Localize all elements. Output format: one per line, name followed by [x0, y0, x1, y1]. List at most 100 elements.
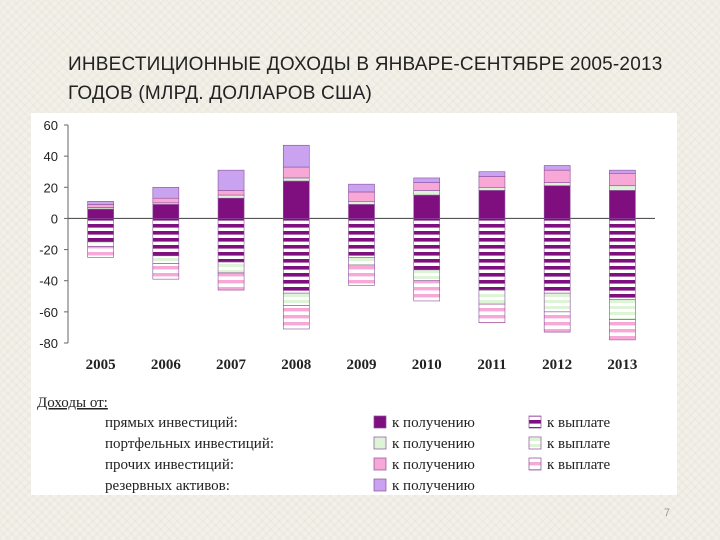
- bar-segment-direct_pay-2013: [609, 218, 636, 300]
- legend-recv-label: к получению: [392, 436, 475, 452]
- y-tick-label: 40: [44, 149, 58, 164]
- bar-segment-port_pay-2006: [152, 255, 180, 264]
- legend-pay-label: к выплате: [547, 415, 611, 431]
- bar-segment-reserve_recv-2013: [609, 169, 636, 174]
- bar-segment-direct_recv-2009: [348, 204, 375, 219]
- bar-segment-other_recv-2013: [609, 172, 636, 187]
- bar-segment-direct_recv-2011: [478, 190, 506, 219]
- bar-segment-other_pay-2013: [609, 319, 636, 341]
- bar-segment-other_pay-2011: [478, 303, 506, 324]
- bar-segment-port_pay-2011: [478, 289, 506, 305]
- bar-segment-reserve_recv-2005: [87, 201, 114, 205]
- bar-segment-direct_recv-2013: [609, 190, 636, 219]
- bar-segment-port_pay-2012: [543, 292, 571, 313]
- bar-segment-other_pay-2008: [282, 305, 310, 330]
- bar-segment-other_pay-2007: [217, 272, 245, 291]
- bar-segment-other_pay-2012: [543, 311, 571, 333]
- bar-segment-reserve_recv-2011: [478, 171, 506, 177]
- bar-segment-port_pay-2007: [217, 261, 245, 274]
- legend-swatch-port_recv: [373, 436, 387, 450]
- x-tick-label: 2012: [542, 357, 572, 373]
- legend-header: Доходы от:: [37, 395, 108, 411]
- legend-row-label: прочих инвестиций:: [105, 457, 234, 473]
- x-tick-label: 2011: [477, 357, 506, 373]
- bar-segment-port_recv-2007: [217, 194, 245, 199]
- y-tick-label: -60: [39, 305, 58, 320]
- bar-segment-direct_pay-2005: [87, 218, 114, 243]
- legend-pay-label: к выплате: [547, 457, 611, 473]
- x-tick-label: 2010: [412, 357, 442, 373]
- x-tick-label: 2009: [347, 357, 377, 373]
- bar-segment-port_recv-2011: [478, 186, 506, 191]
- bar-segment-port_recv-2008: [282, 177, 310, 182]
- bar-segment-reserve_recv-2006: [152, 186, 180, 199]
- bar-segment-port_recv-2012: [543, 182, 571, 187]
- bar-segment-other_recv-2007: [217, 190, 245, 196]
- slide-title: ИНВЕСТИЦИОННЫЕ ДОХОДЫ В ЯНВАРЕ-СЕНТЯБРЕ …: [68, 54, 663, 104]
- bar-segment-direct_recv-2007: [217, 197, 245, 219]
- legend-swatch-other_recv: [373, 457, 387, 471]
- bar-segment-other_pay-2006: [152, 263, 180, 280]
- x-tick-label: 2005: [86, 357, 116, 373]
- y-tick-label: -20: [39, 243, 58, 258]
- bar-segment-other_pay-2010: [413, 280, 441, 302]
- y-tick-label: -40: [39, 274, 58, 289]
- y-tick-label: -80: [39, 336, 58, 351]
- bar-segment-direct_pay-2007: [217, 218, 245, 263]
- bar-segment-direct_recv-2008: [282, 180, 310, 219]
- bar-segment-port_recv-2010: [413, 190, 441, 196]
- bar-segment-other_recv-2005: [87, 204, 114, 208]
- legend-swatch-other_pay: [528, 457, 542, 471]
- bar-segment-reserve_recv-2010: [413, 177, 441, 183]
- page-number: 7: [664, 507, 671, 519]
- legend-row-label: прямых инвестиций:: [105, 415, 238, 431]
- legend-row-label: портфельных инвестиций:: [105, 436, 274, 452]
- x-tick-label: 2007: [216, 357, 247, 373]
- y-tick-label: 20: [44, 180, 58, 195]
- bar-segment-port_recv-2009: [348, 201, 375, 205]
- x-tick-label: 2008: [281, 357, 311, 373]
- bar-segment-port_pay-2013: [609, 299, 636, 320]
- bar-segment-direct_pay-2010: [413, 218, 441, 271]
- legend-swatch-port_pay: [528, 436, 542, 450]
- y-tick-label: 60: [44, 118, 58, 133]
- legend-recv-label: к получению: [392, 478, 475, 494]
- x-tick-label: 2013: [607, 357, 637, 373]
- bar-segment-other_recv-2011: [478, 176, 506, 188]
- y-tick-label: 0: [51, 211, 58, 226]
- bar-segment-other_pay-2009: [348, 264, 375, 286]
- bar-segment-direct_pay-2008: [282, 218, 310, 294]
- bar-segment-reserve_recv-2009: [348, 183, 375, 193]
- bar-segment-other_pay-2005: [87, 246, 114, 258]
- bar-segment-other_recv-2009: [348, 191, 375, 202]
- legend-swatch-reserve_recv: [373, 478, 387, 492]
- bar-segment-other_recv-2006: [152, 197, 180, 204]
- bar-segment-direct_pay-2006: [152, 218, 180, 257]
- bar-segment-other_recv-2008: [282, 166, 310, 179]
- bar-segment-reserve_recv-2007: [217, 169, 245, 191]
- bar-segment-reserve_recv-2008: [282, 144, 310, 168]
- bar-segment-port_pay-2005: [87, 241, 114, 247]
- legend-swatch-direct_pay: [528, 415, 542, 429]
- bar-segment-port_pay-2010: [413, 269, 441, 282]
- legend-swatch-direct_recv: [373, 415, 387, 429]
- bar-segment-port_pay-2009: [348, 257, 375, 266]
- bar-segment-port_recv-2013: [609, 185, 636, 191]
- bar-segment-direct_pay-2012: [543, 218, 571, 294]
- legend-recv-label: к получению: [392, 457, 475, 473]
- bar-segment-reserve_recv-2012: [543, 165, 571, 171]
- x-tick-label: 2006: [151, 357, 182, 373]
- bar-segment-direct_pay-2009: [348, 218, 375, 258]
- bar-segment-other_recv-2012: [543, 169, 571, 183]
- bar-segment-direct_recv-2010: [413, 194, 441, 219]
- bar-segment-port_pay-2008: [282, 292, 310, 306]
- legend-recv-label: к получению: [392, 415, 475, 431]
- bar-segment-direct_pay-2011: [478, 218, 506, 291]
- bar-segment-direct_recv-2006: [152, 204, 180, 219]
- bar-segment-direct_recv-2012: [543, 185, 571, 219]
- legend-row-label: резервных активов:: [105, 478, 230, 494]
- bar-segment-direct_recv-2005: [87, 208, 114, 219]
- legend-pay-label: к выплате: [547, 436, 611, 452]
- bar-segment-other_recv-2010: [413, 182, 441, 191]
